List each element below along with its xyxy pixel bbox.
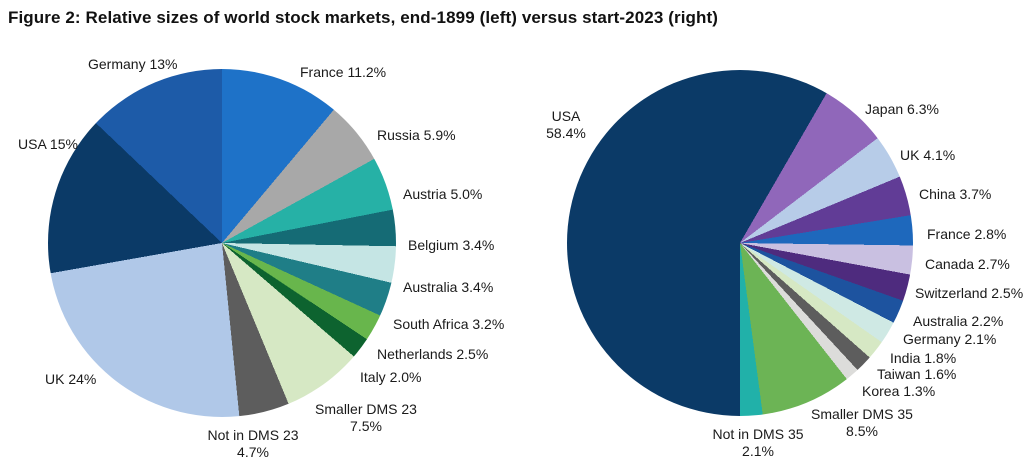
label-1899-not-in-dms-value: 4.7% bbox=[237, 444, 269, 460]
label-2023-china: China 3.7% bbox=[919, 186, 992, 202]
pie-chart-2023 bbox=[567, 70, 913, 416]
label-2023-usa: USA 58.4% bbox=[546, 108, 586, 142]
label-2023-smaller-dms-name: Smaller DMS 35 bbox=[811, 406, 913, 422]
label-1899-belgium: Belgium 3.4% bbox=[408, 237, 495, 253]
label-1899-smaller-dms-value: 7.5% bbox=[350, 418, 382, 434]
label-1899-italy: Italy 2.0% bbox=[360, 369, 422, 385]
label-1899-australia: Australia 3.4% bbox=[403, 279, 494, 295]
label-2023-not-in-dms: Not in DMS 35 2.1% bbox=[712, 426, 803, 460]
pie-chart-1899 bbox=[48, 69, 396, 417]
label-1899-austria: Austria 5.0% bbox=[403, 186, 483, 202]
label-2023-not-in-dms-value: 2.1% bbox=[742, 443, 774, 459]
label-1899-netherlands: Netherlands 2.5% bbox=[377, 346, 489, 362]
label-1899-smaller-dms: Smaller DMS 23 7.5% bbox=[315, 401, 417, 435]
label-2023-smaller-dms-value: 8.5% bbox=[846, 423, 878, 439]
label-2023-usa-value: 58.4% bbox=[546, 125, 586, 141]
label-1899-smaller-dms-name: Smaller DMS 23 bbox=[315, 401, 417, 417]
label-1899-uk: UK 24% bbox=[45, 371, 97, 387]
label-1899-not-in-dms: Not in DMS 23 4.7% bbox=[207, 427, 298, 461]
label-2023-france: France 2.8% bbox=[927, 226, 1007, 242]
label-2023-germany: Germany 2.1% bbox=[903, 331, 997, 347]
label-2023-australia: Australia 2.2% bbox=[913, 313, 1004, 329]
label-2023-taiwan: Taiwan 1.6% bbox=[877, 366, 957, 382]
label-2023-switzerland: Switzerland 2.5% bbox=[915, 285, 1024, 301]
label-2023-not-in-dms-name: Not in DMS 35 bbox=[712, 426, 804, 442]
label-2023-uk: UK 4.1% bbox=[900, 147, 956, 163]
label-1899-germany: Germany 13% bbox=[88, 56, 178, 72]
label-2023-canada: Canada 2.7% bbox=[925, 256, 1010, 272]
label-1899-france: France 11.2% bbox=[300, 64, 387, 80]
label-2023-japan: Japan 6.3% bbox=[865, 101, 939, 117]
label-1899-russia: Russia 5.9% bbox=[377, 127, 456, 143]
label-1899-south-africa: South Africa 3.2% bbox=[393, 316, 505, 332]
label-2023-korea: Korea 1.3% bbox=[862, 383, 936, 399]
label-2023-india: India 1.8% bbox=[890, 350, 957, 366]
label-2023-smaller-dms: Smaller DMS 35 8.5% bbox=[811, 406, 913, 440]
label-1899-usa: USA 15% bbox=[18, 136, 78, 152]
label-1899-not-in-dms-name: Not in DMS 23 bbox=[207, 427, 299, 443]
label-2023-usa-name: USA bbox=[551, 108, 581, 124]
figure-title: Figure 2: Relative sizes of world stock … bbox=[8, 8, 719, 27]
